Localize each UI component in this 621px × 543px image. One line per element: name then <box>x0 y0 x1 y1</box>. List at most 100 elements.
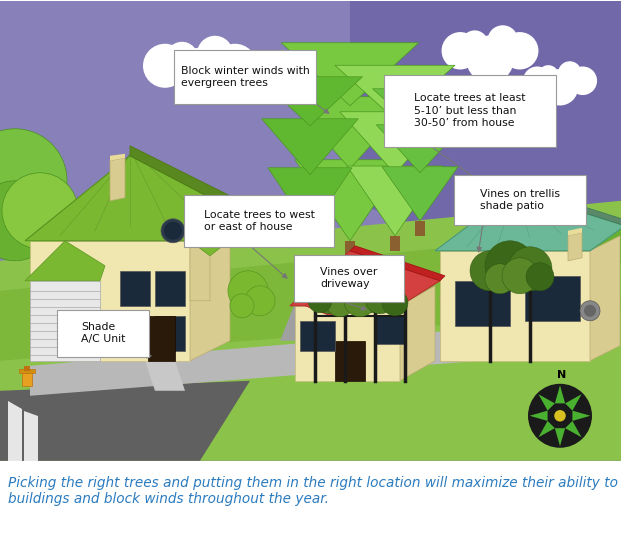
Polygon shape <box>530 411 548 421</box>
Polygon shape <box>110 154 125 161</box>
Polygon shape <box>515 186 621 226</box>
Polygon shape <box>525 276 580 321</box>
Circle shape <box>161 219 185 243</box>
Circle shape <box>312 278 348 314</box>
Polygon shape <box>555 386 565 403</box>
Circle shape <box>166 42 198 74</box>
FancyBboxPatch shape <box>184 195 334 247</box>
Polygon shape <box>155 316 185 351</box>
Circle shape <box>580 301 600 321</box>
Polygon shape <box>130 146 240 211</box>
Polygon shape <box>440 301 460 361</box>
Polygon shape <box>30 331 480 396</box>
Circle shape <box>0 129 67 233</box>
Circle shape <box>470 251 510 291</box>
Polygon shape <box>555 428 565 446</box>
Circle shape <box>538 65 559 86</box>
Circle shape <box>502 258 538 294</box>
Text: Vines over
driveway: Vines over driveway <box>320 267 378 289</box>
Circle shape <box>528 384 592 448</box>
Polygon shape <box>335 65 455 119</box>
Circle shape <box>228 271 268 311</box>
Circle shape <box>587 243 621 299</box>
Circle shape <box>164 222 182 240</box>
FancyBboxPatch shape <box>294 255 404 302</box>
Circle shape <box>466 35 514 83</box>
FancyBboxPatch shape <box>174 50 316 104</box>
Polygon shape <box>538 394 555 411</box>
Polygon shape <box>25 156 235 241</box>
Polygon shape <box>340 112 450 174</box>
Polygon shape <box>110 158 125 201</box>
Polygon shape <box>0 1 621 461</box>
Text: N: N <box>558 370 566 380</box>
Polygon shape <box>350 246 445 281</box>
Text: Locate trees at least
5-10’ but less than
30-50’ from house: Locate trees at least 5-10’ but less tha… <box>414 93 526 128</box>
Polygon shape <box>148 316 175 361</box>
Circle shape <box>485 241 535 291</box>
Polygon shape <box>565 421 581 437</box>
Polygon shape <box>0 231 621 461</box>
Polygon shape <box>145 361 185 391</box>
Circle shape <box>213 44 257 88</box>
Circle shape <box>485 264 515 294</box>
Polygon shape <box>376 125 464 173</box>
FancyBboxPatch shape <box>384 75 556 147</box>
Circle shape <box>593 219 621 263</box>
Polygon shape <box>450 321 600 361</box>
Circle shape <box>326 289 354 317</box>
Polygon shape <box>290 251 440 306</box>
Circle shape <box>584 305 596 317</box>
Polygon shape <box>350 1 621 301</box>
Polygon shape <box>568 233 582 261</box>
Polygon shape <box>280 291 360 341</box>
Polygon shape <box>0 201 621 351</box>
Polygon shape <box>573 411 591 421</box>
Polygon shape <box>8 401 22 461</box>
Polygon shape <box>190 241 210 301</box>
Polygon shape <box>287 97 413 169</box>
Polygon shape <box>538 421 555 437</box>
Circle shape <box>558 61 581 85</box>
Polygon shape <box>24 411 38 461</box>
Circle shape <box>324 293 340 309</box>
Circle shape <box>442 32 479 70</box>
Polygon shape <box>25 241 105 281</box>
Circle shape <box>487 26 518 56</box>
Polygon shape <box>435 191 621 251</box>
Polygon shape <box>345 241 355 256</box>
Polygon shape <box>24 366 30 371</box>
Circle shape <box>344 285 376 317</box>
Polygon shape <box>0 381 250 461</box>
Polygon shape <box>335 341 365 381</box>
Text: Block winter winds with
evergreen trees: Block winter winds with evergreen trees <box>181 66 309 88</box>
Circle shape <box>508 247 552 291</box>
Polygon shape <box>565 394 581 411</box>
Polygon shape <box>261 119 358 175</box>
Circle shape <box>197 36 233 72</box>
Circle shape <box>568 66 597 95</box>
Circle shape <box>308 289 332 313</box>
Polygon shape <box>415 221 425 236</box>
Text: Picking the right trees and putting them in the right location will maximize the: Picking the right trees and putting them… <box>8 476 621 507</box>
Circle shape <box>523 66 551 95</box>
Polygon shape <box>295 160 405 241</box>
Polygon shape <box>347 166 443 236</box>
Circle shape <box>245 286 275 316</box>
Polygon shape <box>440 291 470 301</box>
Circle shape <box>526 263 554 291</box>
Circle shape <box>172 48 228 104</box>
Polygon shape <box>281 43 419 106</box>
Polygon shape <box>390 236 400 251</box>
Circle shape <box>365 284 395 314</box>
Polygon shape <box>0 231 621 361</box>
Polygon shape <box>440 251 590 361</box>
Polygon shape <box>22 371 32 386</box>
FancyBboxPatch shape <box>57 310 149 357</box>
Text: Vines on trellis
shade patio: Vines on trellis shade patio <box>480 188 560 211</box>
Polygon shape <box>268 168 352 231</box>
FancyBboxPatch shape <box>454 175 586 225</box>
Text: Shade
A/C Unit: Shade A/C Unit <box>81 322 125 344</box>
Polygon shape <box>455 281 510 326</box>
Circle shape <box>542 69 578 105</box>
